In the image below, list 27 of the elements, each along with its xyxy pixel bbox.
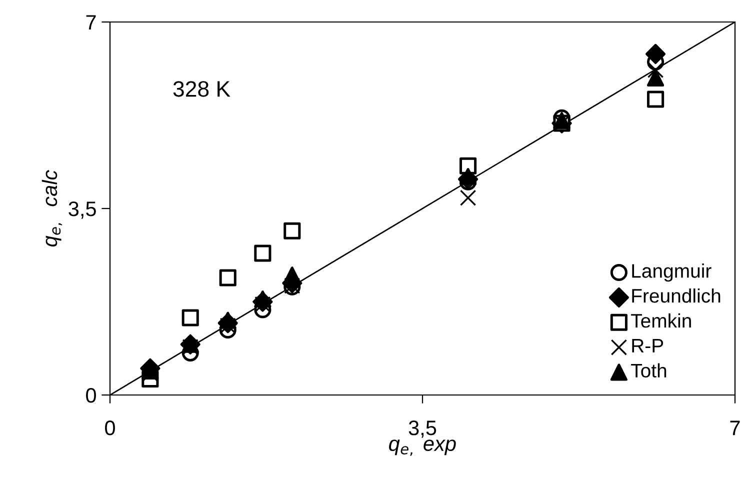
point (647, 90, 664, 108)
point (460, 168, 477, 186)
point (254, 244, 272, 262)
x-tick-label: 7 (730, 420, 740, 436)
x-tick-label: 0 (105, 420, 115, 436)
y-tick-label: 0 (86, 388, 96, 403)
y-tick-label: 3,5 (68, 202, 96, 219)
point (284, 222, 301, 240)
point (646, 44, 666, 64)
point (647, 69, 664, 86)
legend-label: Toth (631, 363, 666, 378)
point (254, 290, 272, 308)
x-tick-label: 3,5 (408, 420, 436, 438)
y-tick-label: 7 (86, 15, 96, 30)
legend-label: Temkin (631, 313, 691, 328)
point (219, 269, 236, 286)
y-axis-title: q$_{e,}$ calc (42, 170, 62, 247)
legend-label: R-P (632, 339, 664, 352)
legend-label: Langmuir (632, 264, 712, 282)
point (460, 157, 477, 174)
annotation: 328 K (173, 81, 230, 97)
legend-label: Freundlich (632, 288, 720, 303)
point (460, 190, 476, 206)
point (647, 62, 664, 78)
x-axis-title: q$_{e,}$ exp (389, 440, 456, 456)
point (219, 312, 236, 329)
point (182, 309, 199, 326)
